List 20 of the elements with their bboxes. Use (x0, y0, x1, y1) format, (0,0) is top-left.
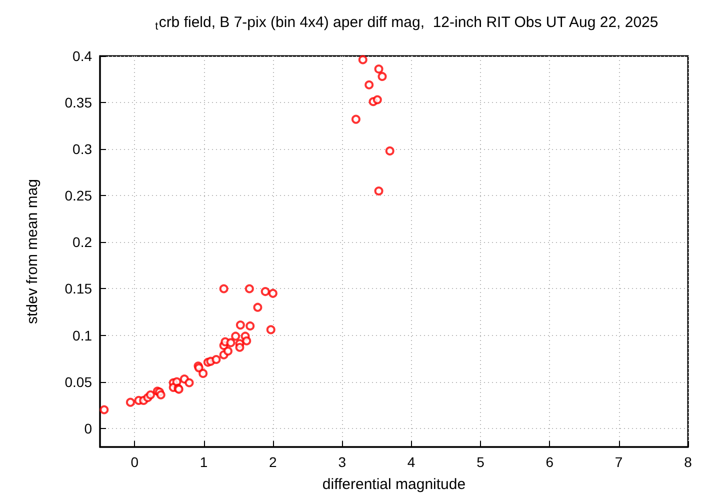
y-tick-label: 0.35 (64, 94, 92, 111)
x-tick-label: 8 (684, 454, 692, 470)
x-axis-title: differential magnitude (322, 476, 466, 493)
y-tick-label: 0.3 (72, 141, 92, 158)
y-tick-label: 0.15 (64, 280, 92, 297)
x-tick-label: 7 (614, 454, 623, 470)
y-tick-label: 0.05 (64, 374, 92, 390)
x-tick-label: 0 (130, 454, 139, 470)
x-tick-label: 3 (338, 454, 346, 470)
x-tick-label: 1 (200, 454, 208, 470)
y-axis-title: stdev from mean mag (24, 178, 41, 324)
y-tick-label: 0.4 (72, 48, 92, 64)
x-tick-label: 2 (269, 454, 278, 470)
y-tick-label: 0.25 (64, 188, 92, 204)
y-tick-label: 0 (84, 420, 92, 436)
x-tick-label: 4 (407, 454, 416, 470)
y-tick-label: 0.2 (72, 234, 92, 250)
x-tick-label: 6 (546, 454, 554, 470)
x-tick-label: 5 (476, 454, 485, 470)
y-tick-label: 0.1 (72, 327, 92, 344)
